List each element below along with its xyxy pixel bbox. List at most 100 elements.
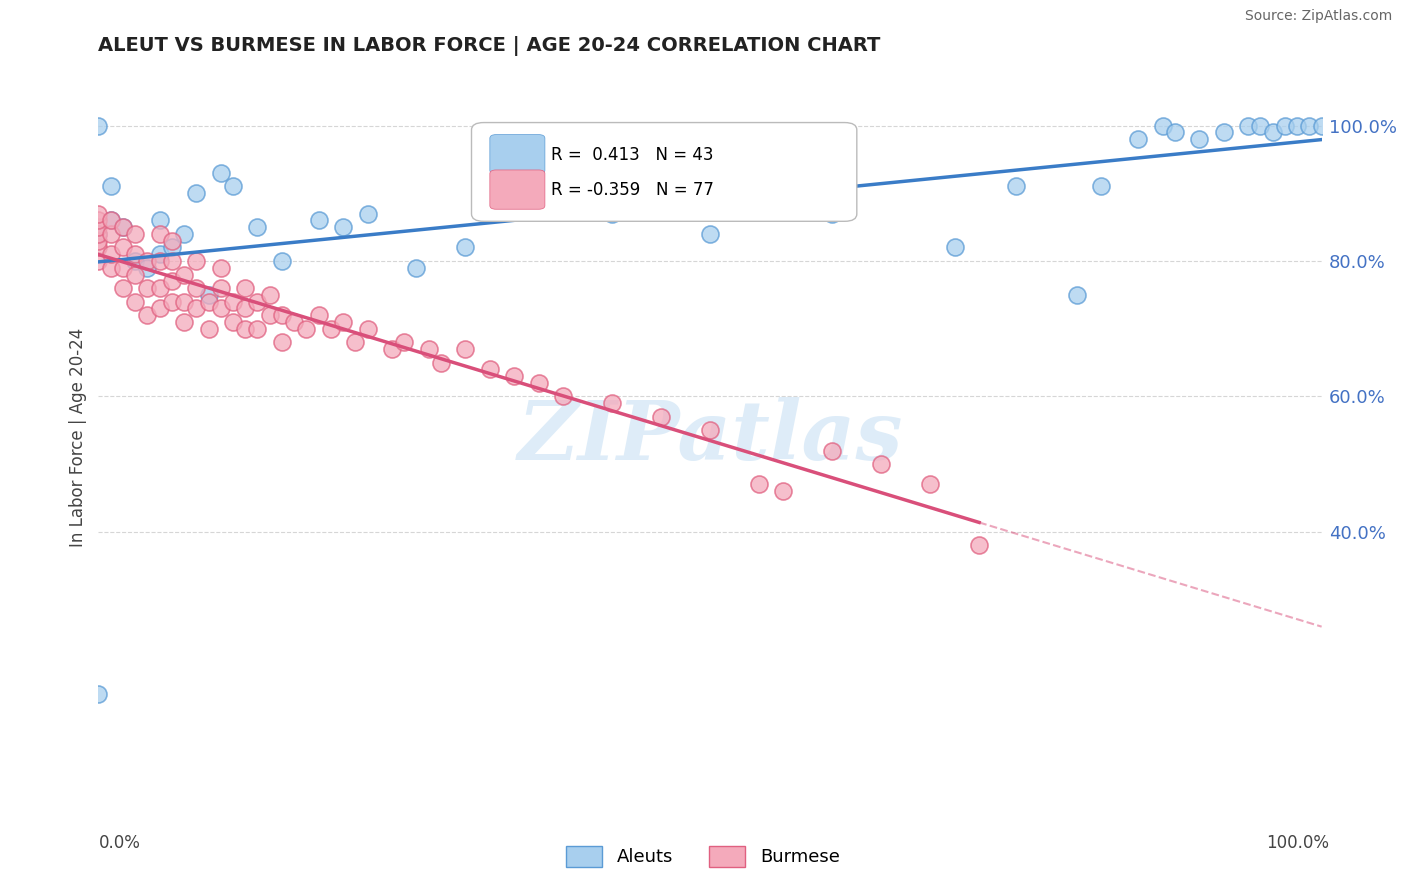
Point xyxy=(356,206,378,220)
Point xyxy=(430,355,453,369)
Point xyxy=(344,335,367,350)
Point xyxy=(821,206,844,220)
Legend: Aleuts, Burmese: Aleuts, Burmese xyxy=(560,838,846,874)
FancyBboxPatch shape xyxy=(489,170,546,210)
Point xyxy=(1128,132,1150,146)
Point xyxy=(186,186,208,201)
Point xyxy=(124,247,146,261)
Point xyxy=(772,484,794,499)
Point xyxy=(87,240,110,254)
Point xyxy=(259,308,281,322)
Point xyxy=(222,315,245,329)
Point xyxy=(270,308,294,322)
Point xyxy=(87,119,110,133)
Text: 100.0%: 100.0% xyxy=(1265,834,1329,852)
Point xyxy=(222,179,245,194)
Point xyxy=(295,322,318,336)
Point xyxy=(454,342,477,356)
Point xyxy=(920,477,942,491)
Point xyxy=(259,288,281,302)
Point xyxy=(478,362,501,376)
Point xyxy=(246,220,269,235)
Point xyxy=(111,240,134,254)
Point xyxy=(319,322,342,336)
Point xyxy=(124,268,146,282)
Point xyxy=(149,281,172,295)
Point xyxy=(1188,132,1211,146)
Point xyxy=(405,260,427,275)
Point xyxy=(197,288,219,302)
Point xyxy=(87,227,110,241)
Point xyxy=(149,254,172,268)
Point xyxy=(87,213,110,227)
Point xyxy=(149,301,172,316)
Point xyxy=(1249,119,1271,133)
Point xyxy=(1212,125,1234,139)
Point xyxy=(197,294,219,309)
Point xyxy=(124,254,146,268)
Point xyxy=(553,389,575,403)
Y-axis label: In Labor Force | Age 20-24: In Labor Force | Age 20-24 xyxy=(69,327,87,547)
Point xyxy=(197,322,219,336)
Point xyxy=(136,281,159,295)
Point xyxy=(308,213,330,227)
Point xyxy=(222,294,245,309)
Point xyxy=(1066,288,1088,302)
Point xyxy=(1004,179,1026,194)
Text: R = -0.359   N = 77: R = -0.359 N = 77 xyxy=(551,181,714,200)
Point xyxy=(308,308,330,322)
Point xyxy=(186,254,208,268)
Point xyxy=(87,220,110,235)
Point xyxy=(748,477,770,491)
Point xyxy=(233,322,256,336)
Point xyxy=(160,294,183,309)
Point xyxy=(246,294,269,309)
Text: 0.0%: 0.0% xyxy=(98,834,141,852)
Point xyxy=(124,227,146,241)
Point xyxy=(100,213,122,227)
Point xyxy=(246,322,269,336)
Point xyxy=(1310,119,1333,133)
Point xyxy=(332,220,354,235)
Point xyxy=(111,260,134,275)
Point xyxy=(100,260,122,275)
Text: R =  0.413   N = 43: R = 0.413 N = 43 xyxy=(551,146,713,164)
Point xyxy=(454,240,477,254)
Point xyxy=(1090,179,1112,194)
Text: ZIPatlas: ZIPatlas xyxy=(517,397,903,477)
Point xyxy=(173,268,195,282)
Point xyxy=(111,220,134,235)
Point xyxy=(100,179,122,194)
Point xyxy=(136,260,159,275)
Point xyxy=(1274,119,1296,133)
Point xyxy=(100,213,122,227)
Point xyxy=(356,322,378,336)
Point xyxy=(600,396,623,410)
Point xyxy=(283,315,305,329)
Point xyxy=(650,409,672,424)
Point xyxy=(233,301,256,316)
Point xyxy=(87,254,110,268)
Point xyxy=(87,688,110,702)
Point xyxy=(967,538,990,552)
Point xyxy=(381,342,404,356)
Point xyxy=(160,274,183,288)
Point xyxy=(600,206,623,220)
Point xyxy=(87,227,110,241)
Point xyxy=(186,301,208,316)
Point xyxy=(136,254,159,268)
Point xyxy=(1298,119,1320,133)
Point xyxy=(515,200,537,214)
Point xyxy=(1164,125,1187,139)
Point xyxy=(160,240,183,254)
Point xyxy=(160,234,183,248)
Point xyxy=(173,227,195,241)
Text: ALEUT VS BURMESE IN LABOR FORCE | AGE 20-24 CORRELATION CHART: ALEUT VS BURMESE IN LABOR FORCE | AGE 20… xyxy=(98,36,880,55)
Point xyxy=(870,457,893,471)
Point xyxy=(87,206,110,220)
Point xyxy=(173,315,195,329)
Point xyxy=(699,227,721,241)
Point xyxy=(209,301,232,316)
Point xyxy=(87,234,110,248)
Point xyxy=(173,294,195,309)
